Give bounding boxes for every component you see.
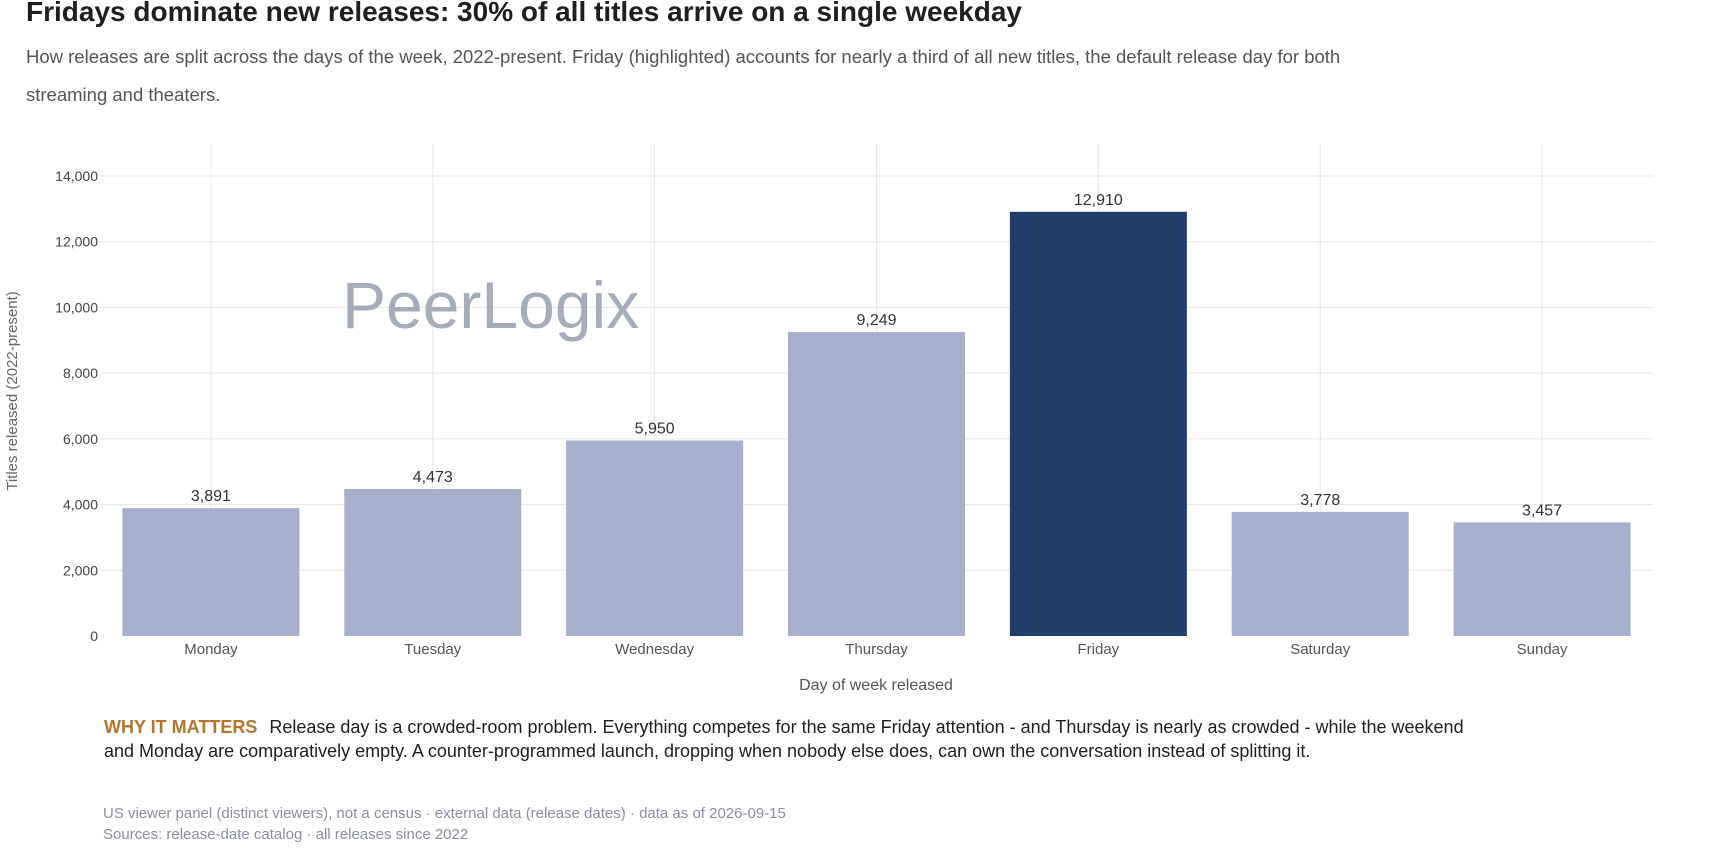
y-tick-label: 10,000 [55, 299, 98, 315]
value-label-wednesday: 5,950 [635, 421, 675, 438]
x-tick-label-wednesday: Wednesday [615, 641, 694, 658]
x-axis-label: Day of week released [799, 677, 953, 694]
watermark-logo: PeerLogix [342, 268, 639, 342]
x-tick-label-sunday: Sunday [1517, 641, 1568, 658]
value-label-monday: 3,891 [191, 488, 231, 505]
y-tick-label: 2,000 [63, 562, 98, 578]
y-axis-label: Titles released (2022-present) [4, 291, 21, 491]
bar-saturday[interactable] [1231, 511, 1409, 636]
y-tick-label: 4,000 [63, 497, 98, 513]
value-label-tuesday: 4,473 [413, 469, 453, 486]
bar-chart: PeerLogix 3,891 4,473 5,950 9,249 12,910 3,77… [4, 144, 1653, 694]
x-tick-label-thursday: Thursday [845, 641, 908, 658]
value-label-saturday: 3,778 [1300, 492, 1340, 509]
footnote-sources: Sources: release-date catalog · all rele… [103, 826, 469, 843]
y-tick-label: 0 [90, 628, 98, 644]
y-axis-ticks: 0 2,000 4,000 6,000 8,000 10,000 12,000 14,000 [55, 168, 98, 644]
bars [122, 211, 1631, 637]
chart-title: Fridays dominate new releases: 30% of al… [26, 0, 1022, 27]
value-labels: 3,891 4,473 5,950 9,249 12,910 3,778 3,457 [191, 192, 1562, 520]
bar-sunday[interactable] [1453, 522, 1631, 636]
bar-tuesday[interactable] [344, 489, 522, 636]
chart-subtitle: How releases are split across the days o… [26, 46, 1341, 105]
bar-monday[interactable] [122, 508, 300, 636]
bar-friday[interactable] [1009, 211, 1187, 637]
y-tick-label: 6,000 [63, 431, 98, 447]
bar-thursday[interactable] [788, 332, 965, 636]
value-label-friday: 12,910 [1074, 192, 1123, 209]
why-it-matters-label: WHY IT MATTERS [104, 717, 258, 737]
value-label-thursday: 9,249 [856, 312, 896, 329]
x-axis-ticks: Monday Tuesday Wednesday Thursday Friday Satu… [184, 641, 1568, 658]
x-tick-label-tuesday: Tuesday [404, 641, 461, 658]
why-it-matters: WHY IT MATTERS Release day is a crowded-r… [104, 715, 1474, 763]
x-tick-label-saturday: Saturday [1290, 641, 1351, 658]
x-tick-label-friday: Friday [1078, 641, 1120, 658]
footnote-methodology: US viewer panel (distinct viewers), not … [103, 805, 786, 822]
why-it-matters-text: Release day is a crowded-room problem. E… [104, 717, 1464, 761]
y-tick-label: 8,000 [63, 365, 98, 381]
bar-wednesday[interactable] [566, 440, 744, 637]
y-tick-label: 14,000 [55, 168, 98, 184]
y-tick-label: 12,000 [55, 234, 98, 250]
value-label-sunday: 3,457 [1522, 502, 1562, 519]
x-tick-label-monday: Monday [184, 641, 238, 658]
